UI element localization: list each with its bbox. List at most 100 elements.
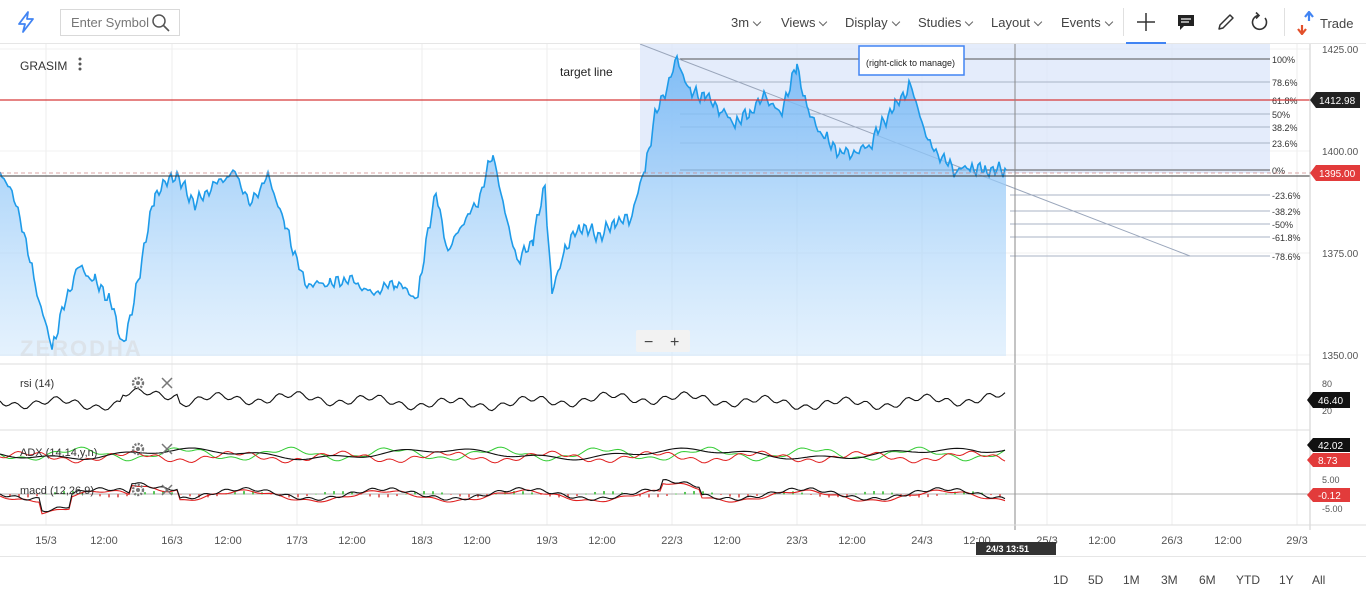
macd-histogram-bar bbox=[495, 493, 497, 495]
watermark: ZERODHA bbox=[20, 336, 143, 361]
chevron-down-icon bbox=[891, 17, 900, 27]
fib-level-label: 38.2% bbox=[1272, 123, 1298, 133]
macd-histogram-bar bbox=[936, 494, 938, 496]
close-icon[interactable] bbox=[161, 484, 173, 496]
macd-histogram-bar bbox=[891, 492, 893, 495]
macd-histogram-bar bbox=[243, 491, 245, 495]
fib-level-label: 100% bbox=[1272, 55, 1295, 65]
macd-histogram-bar bbox=[117, 494, 119, 498]
macd-histogram-bar bbox=[432, 491, 434, 495]
menu-views[interactable]: Views bbox=[781, 15, 828, 30]
zoom-in-button[interactable]: + bbox=[670, 334, 679, 351]
gear-icon[interactable] bbox=[131, 376, 145, 390]
macd-histogram-bar bbox=[648, 494, 650, 498]
macd-label: macd (12,26,9) bbox=[20, 485, 94, 497]
rsi-label: rsi (14) bbox=[20, 378, 54, 390]
menu-studies-label: Studies bbox=[918, 15, 962, 30]
bolt-icon[interactable] bbox=[14, 10, 38, 34]
range-all[interactable]: All bbox=[1312, 573, 1326, 587]
price-area bbox=[0, 56, 1006, 356]
macd-histogram-bar bbox=[9, 494, 11, 497]
menu-layout[interactable]: Layout bbox=[991, 15, 1043, 30]
price-axis[interactable]: 1425.00 1400.00 1375.00 1350.00 1412.98 … bbox=[1309, 44, 1360, 530]
macd-histogram-bar bbox=[36, 494, 38, 497]
rsi-tick: 20 bbox=[1322, 406, 1332, 416]
symbol-search-input[interactable] bbox=[61, 10, 151, 35]
macd-histogram-bar bbox=[306, 494, 308, 497]
gear-icon[interactable] bbox=[131, 483, 145, 497]
macd-histogram-bar bbox=[333, 491, 335, 495]
range-1m[interactable]: 1M bbox=[1123, 573, 1140, 587]
macd-histogram-bar bbox=[459, 494, 461, 497]
trade-arrows-icon[interactable] bbox=[1294, 11, 1318, 35]
rsi-value-tag bbox=[1307, 392, 1350, 408]
chevron-down-icon bbox=[1104, 17, 1113, 27]
macd-histogram-bar bbox=[873, 491, 875, 495]
macd-histogram-bar bbox=[531, 492, 533, 495]
fib-level-label: -23.6% bbox=[1272, 191, 1301, 201]
menu-display[interactable]: Display bbox=[845, 15, 900, 30]
macd-panel[interactable]: macd (12,26,9) 5.00 -5.00 -0.12 bbox=[0, 475, 1350, 515]
macd-histogram-bar bbox=[405, 493, 407, 495]
macd-histogram-bar bbox=[846, 494, 848, 496]
comment-icon[interactable] bbox=[1174, 10, 1198, 34]
symbol-search[interactable] bbox=[60, 9, 180, 36]
macd-histogram-bar bbox=[756, 494, 758, 496]
macd-histogram-bar bbox=[675, 493, 677, 495]
close-icon[interactable] bbox=[161, 377, 173, 389]
target-line-annotation[interactable]: target line bbox=[560, 65, 613, 79]
zoom-controls: − + bbox=[636, 330, 690, 352]
range-3m[interactable]: 3M bbox=[1161, 573, 1178, 587]
macd-histogram-bar bbox=[450, 494, 452, 495]
range-1y[interactable]: 1Y bbox=[1279, 573, 1294, 587]
adx-panel[interactable]: ADX (14,14,y,n) 42.02 8.73 bbox=[0, 438, 1350, 467]
macd-histogram-bar bbox=[945, 493, 947, 495]
close-icon[interactable] bbox=[161, 443, 173, 455]
macd-histogram-bar bbox=[801, 492, 803, 495]
rsi-value: 46.40 bbox=[1318, 396, 1343, 407]
macd-histogram-bar bbox=[594, 491, 596, 495]
macd-histogram-bar bbox=[63, 491, 65, 495]
macd-histogram-bar bbox=[342, 491, 344, 495]
symbol-menu-icon[interactable] bbox=[78, 57, 82, 71]
gear-icon[interactable] bbox=[131, 442, 145, 456]
menu-interval[interactable]: 3m bbox=[731, 15, 762, 30]
time-tick-label: 12:00 bbox=[838, 535, 866, 547]
pencil-icon[interactable] bbox=[1214, 10, 1238, 34]
macd-histogram-bar bbox=[45, 493, 47, 495]
menu-events[interactable]: Events bbox=[1061, 15, 1113, 30]
last-price-value: 1395.00 bbox=[1319, 169, 1356, 180]
macd-histogram-bar bbox=[549, 494, 551, 497]
range-5d[interactable]: 5D bbox=[1088, 573, 1104, 587]
adx-value: 42.02 bbox=[1318, 441, 1343, 452]
macd-histogram-bar bbox=[423, 491, 425, 495]
range-6m[interactable]: 6M bbox=[1199, 573, 1216, 587]
macd-histogram-bar bbox=[990, 494, 992, 496]
macd-histogram-bar bbox=[720, 494, 722, 495]
macd-histogram-bar bbox=[864, 491, 866, 495]
macd-histogram-bar bbox=[81, 492, 83, 495]
crosshair-button[interactable] bbox=[1126, 0, 1166, 44]
macd-histogram-bar bbox=[882, 491, 884, 495]
menu-studies[interactable]: Studies bbox=[918, 15, 974, 30]
chart-canvas[interactable]: 100% 78.6% 61.8% 50% 38.2% 23.6% 0% -23.6% -38.2… bbox=[0, 44, 1366, 556]
macd-histogram-bar bbox=[270, 494, 272, 495]
fib-level-label: 61.8% bbox=[1272, 96, 1298, 106]
time-axis[interactable]: 15/3 12:00 16/3 12:00 17/3 12:00 18/3 12:00 19/3… bbox=[35, 535, 1307, 547]
trade-button[interactable]: Trade bbox=[1320, 16, 1354, 31]
macd-histogram-bar bbox=[99, 494, 101, 497]
price-tick: 1425.00 bbox=[1322, 45, 1359, 56]
zoom-out-button[interactable]: − bbox=[644, 334, 653, 351]
macd-histogram-bar bbox=[108, 494, 110, 498]
symbol-name[interactable]: GRASIM bbox=[20, 59, 67, 73]
macd-histogram-bar bbox=[468, 494, 470, 498]
undo-icon[interactable] bbox=[1248, 10, 1272, 34]
range-ytd[interactable]: YTD bbox=[1236, 573, 1260, 587]
rsi-panel[interactable]: rsi (14) 80 20 46.40 bbox=[0, 376, 1350, 416]
macd-value-tag bbox=[1307, 488, 1350, 502]
search-icon[interactable] bbox=[151, 13, 171, 33]
manage-tooltip-text: (right-click to manage) bbox=[866, 58, 955, 68]
macd-histogram-bar bbox=[621, 492, 623, 495]
macd-histogram-bar bbox=[585, 493, 587, 495]
range-1d[interactable]: 1D bbox=[1053, 573, 1069, 587]
